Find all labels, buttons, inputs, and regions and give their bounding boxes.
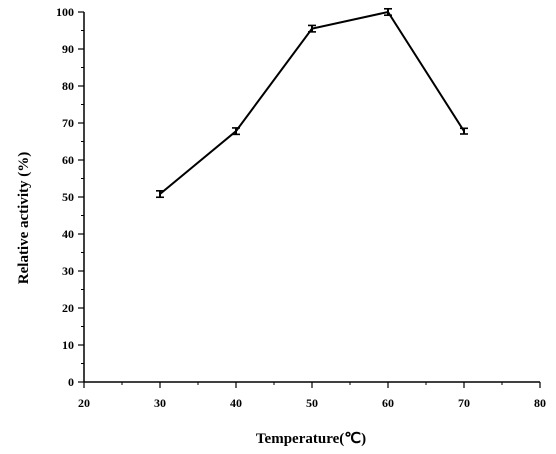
x-tick-label: 50 (306, 396, 318, 410)
y-tick-label: 100 (56, 5, 74, 19)
y-axis-title: Relative activity (%) (16, 152, 32, 284)
y-tick-label: 0 (68, 375, 74, 389)
x-axis-ticks: 20 30 40 50 60 70 80 (78, 382, 546, 410)
series-line (159, 10, 465, 195)
x-tick-label: 20 (78, 396, 90, 410)
data-point (460, 127, 468, 135)
data-point (384, 7, 392, 17)
plot-area (156, 7, 468, 199)
y-tick-label: 10 (62, 338, 74, 352)
x-tick-label: 40 (230, 396, 242, 410)
y-tick-label: 80 (62, 79, 74, 93)
x-tick-label: 70 (458, 396, 470, 410)
y-tick-label: 20 (62, 301, 74, 315)
x-tick-label: 60 (382, 396, 394, 410)
data-point (232, 127, 240, 136)
data-point (308, 24, 316, 33)
x-tick-label: 30 (154, 396, 166, 410)
data-point (156, 190, 164, 199)
x-axis-title: Temperature(℃) (256, 431, 366, 447)
y-tick-label: 90 (62, 42, 74, 56)
y-tick-label: 60 (62, 153, 74, 167)
axes (83, 12, 540, 383)
y-tick-label: 30 (62, 264, 74, 278)
x-tick-label: 80 (534, 396, 546, 410)
y-tick-label: 70 (62, 116, 74, 130)
y-axis-ticks: 0 10 20 30 40 50 60 70 80 90 100 (56, 5, 84, 389)
y-tick-label: 40 (62, 227, 74, 241)
y-tick-label: 50 (62, 190, 74, 204)
